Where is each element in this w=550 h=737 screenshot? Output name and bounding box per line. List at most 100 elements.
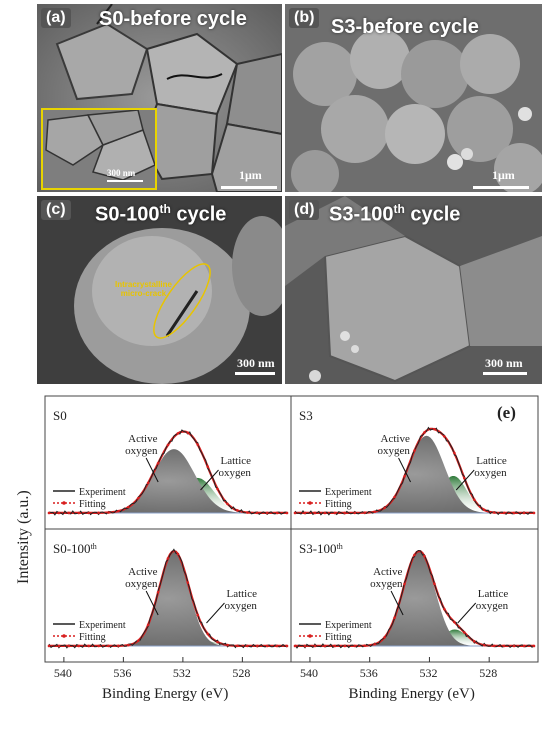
fitting-marker-2-5 — [57, 644, 61, 648]
crack-annotation-line1: Intracrystalline — [115, 280, 172, 289]
fitting-marker-3-70 — [433, 582, 436, 586]
subplot-name-3: S3-100th — [299, 541, 343, 556]
fitting-marker-1-0 — [293, 511, 297, 515]
fitting-marker-2-35 — [117, 644, 120, 648]
fitting-marker-1-70 — [433, 427, 436, 431]
fitting-marker-2-45 — [136, 639, 140, 642]
fitting-marker-1-15 — [323, 511, 327, 515]
fitting-marker-1-110 — [512, 511, 516, 515]
fitting-marker-3-115 — [522, 644, 526, 648]
panel-title-c-end: cycle — [170, 203, 227, 226]
lattice-oxygen-label-1-0: Lattice — [221, 455, 252, 467]
fitting-marker-3-5 — [303, 644, 307, 648]
lattice-oxygen-arrow-3 — [457, 602, 477, 624]
fitting-marker-0-90 — [226, 502, 229, 506]
subplot-name-sup-2: th — [91, 542, 97, 551]
fitting-marker-2-70 — [186, 581, 190, 584]
subplot-name-1: S3 — [299, 408, 313, 423]
x-axis-label-0: Binding Energy (eV) — [102, 686, 228, 702]
active-oxygen-arrow-1 — [398, 457, 411, 483]
fitting-marker-0-5 — [57, 511, 61, 515]
fitting-marker-2-95 — [236, 644, 239, 648]
fitting-marker-0-85 — [216, 487, 219, 491]
scale-label-a: 1μm — [239, 168, 262, 182]
panel-title-d: S3-100th cycle — [329, 202, 460, 227]
fitting-marker-2-40 — [127, 643, 130, 647]
panel-title-a: S0-before cycle — [99, 8, 247, 30]
fitting-marker-3-105 — [502, 644, 506, 648]
scale-label-b: 1μm — [492, 168, 515, 182]
fitting-marker-0-105 — [255, 511, 259, 515]
lattice-oxygen-label-1-3: Lattice — [478, 588, 509, 600]
x-tick-label-1-528: 528 — [479, 666, 497, 680]
fitting-marker-2-115 — [275, 644, 279, 648]
fitting-marker-1-95 — [482, 508, 486, 512]
fitting-marker-2-120 — [285, 644, 289, 648]
fitting-marker-3-80 — [453, 620, 456, 624]
fitting-marker-3-55 — [403, 582, 406, 586]
active-oxygen-peak-2 — [49, 551, 287, 646]
fitting-marker-1-5 — [303, 511, 307, 515]
fitting-marker-0-95 — [236, 509, 239, 512]
legend-experiment-label-1: Experiment — [325, 487, 372, 498]
fitting-marker-0-20 — [87, 511, 90, 515]
fitting-marker-2-60 — [166, 557, 170, 560]
active-oxygen-arrow-0 — [145, 457, 159, 483]
inset-scale-label: 300 nm — [107, 168, 136, 178]
fitting-marker-1-55 — [403, 474, 406, 478]
legend-fitting-marker-0 — [62, 501, 66, 505]
lattice-oxygen-label-2-1: oxygen — [474, 467, 507, 479]
legend-fitting-marker-3 — [308, 634, 312, 638]
fitting-marker-2-25 — [97, 644, 100, 648]
inset-image-a: 300 nm — [41, 108, 157, 190]
lattice-oxygen-arrow-2 — [206, 602, 225, 624]
legend-fitting-label-2: Fitting — [79, 632, 106, 643]
fitting-marker-1-105 — [502, 511, 506, 515]
fitting-marker-1-45 — [383, 506, 386, 510]
inset-scale-bar — [107, 180, 143, 182]
x-axis-label-1: Binding Energy (eV) — [349, 686, 475, 702]
subplot-name-2: S0-100th — [53, 541, 97, 556]
fitting-marker-1-65 — [423, 431, 426, 434]
active-oxygen-peak-3 — [295, 551, 534, 646]
fitting-marker-0-50 — [146, 481, 150, 485]
sem-panel-a: 300 nm (a) S0-before cycle 1μm — [37, 4, 282, 192]
fitting-marker-3-20 — [333, 644, 337, 648]
fitting-marker-3-10 — [313, 644, 317, 648]
fitting-marker-3-0 — [293, 644, 297, 648]
sem-panel-c: Intracrystalline micro-crack (c) S0-100t… — [37, 196, 282, 384]
active-oxygen-label-1-0: Active — [128, 433, 157, 445]
fitting-marker-2-50 — [146, 623, 150, 627]
active-oxygen-label-2-2: oxygen — [125, 578, 158, 590]
panel-label-c: (c) — [41, 200, 71, 220]
fitting-marker-3-35 — [363, 644, 367, 648]
fitting-marker-3-95 — [482, 643, 486, 647]
fitting-marker-0-120 — [285, 511, 289, 515]
fitting-marker-1-50 — [393, 495, 396, 499]
crack-annotation-line2: micro-crack — [120, 289, 167, 298]
panel-title-d-main: S3-100 — [329, 203, 394, 226]
fitting-marker-0-115 — [275, 511, 279, 515]
active-oxygen-label-1-3: Active — [373, 566, 402, 578]
fitting-marker-1-75 — [443, 435, 446, 438]
fitting-marker-2-10 — [67, 644, 71, 648]
fitting-marker-3-75 — [443, 607, 446, 611]
fitting-marker-3-50 — [393, 616, 396, 619]
active-oxygen-label-1-2: Active — [128, 566, 157, 578]
active-oxygen-peak-0 — [49, 449, 287, 513]
legend-fitting-label-0: Fitting — [79, 499, 106, 510]
fitting-marker-1-100 — [492, 511, 496, 514]
fitting-marker-2-75 — [196, 613, 200, 617]
legend-experiment-label-3: Experiment — [325, 620, 372, 631]
fitting-marker-1-80 — [453, 451, 456, 455]
fitting-marker-2-105 — [255, 644, 259, 648]
xps-chart-svg: S0ActiveoxygenLatticeoxygenExperimentFit… — [15, 395, 539, 702]
fitting-marker-0-65 — [176, 432, 180, 435]
panel-label-d: (d) — [289, 200, 320, 220]
fitting-marker-2-30 — [107, 644, 110, 648]
active-oxygen-label-2-1: oxygen — [378, 445, 411, 457]
fitting-marker-2-65 — [176, 552, 180, 556]
fitting-marker-2-100 — [246, 644, 249, 648]
fitting-marker-0-45 — [136, 496, 140, 500]
fitting-marker-0-70 — [186, 431, 190, 434]
